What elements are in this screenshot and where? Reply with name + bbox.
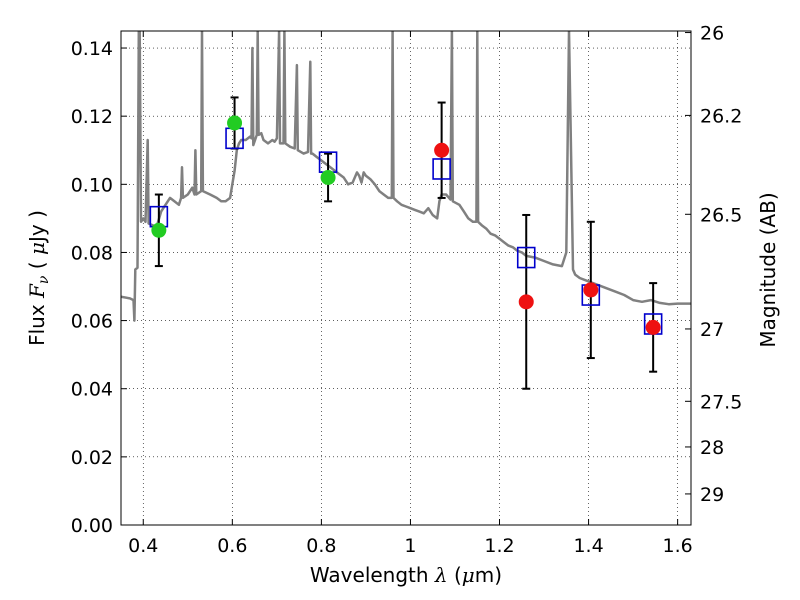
y-tick-label: 0.14 <box>71 38 113 60</box>
y-axis-label-mu: μ <box>25 242 49 255</box>
x-axis-label-unit-open: ( <box>448 563 462 587</box>
y2-tick-label: 27.5 <box>700 391 742 413</box>
y2-tick-label: 26.2 <box>700 105 742 127</box>
y-tick-label: 0.12 <box>71 106 113 128</box>
grid-lines <box>121 31 691 526</box>
observed-optical-point <box>227 115 243 131</box>
observed-points-layer <box>151 115 661 335</box>
y-axis-label-unit-open: ( <box>25 255 49 276</box>
x-tick-label: 1.4 <box>573 535 603 557</box>
axis-ticks: 0.4 0.6 0.8 1 1.2 1.4 1.6 0.00 0.02 0.04 0.06 0.08 0… <box>71 23 743 557</box>
x-tick-label: 1.6 <box>663 535 693 557</box>
observed-nir-point <box>434 142 450 158</box>
y2-tick-label: 28 <box>700 437 724 459</box>
x-tick-label: 0.8 <box>306 535 336 557</box>
y-tick-label: 0.08 <box>71 242 113 264</box>
y2-tick-label: 26 <box>700 23 724 45</box>
x-tick-label: 0.6 <box>217 535 247 557</box>
x-axis-label-mu: μ <box>462 563 475 587</box>
observed-nir-point <box>518 294 534 310</box>
y-tick-label: 0.10 <box>71 174 113 196</box>
y-axis-label-unit-close: Jy ) <box>25 210 49 244</box>
model-spectrum-line <box>121 31 691 322</box>
y-axis-label: Flux Fν ( μJy ) <box>25 210 52 346</box>
x-axis-label-prefix: Wavelength <box>310 563 435 587</box>
model-photometry-box <box>516 246 536 269</box>
y2-axis-label: Magnitude (AB) <box>756 192 780 347</box>
y-axis-label-symbol: F <box>25 283 49 299</box>
y-axis-label-subscript: ν <box>36 275 52 284</box>
x-axis-label-symbol: λ <box>434 563 448 587</box>
y-tick-label: 0.00 <box>71 515 113 537</box>
model-spectrum-layer <box>121 31 691 322</box>
plot-frame <box>120 30 692 526</box>
y2-tick-label: 26.5 <box>700 204 742 226</box>
x-axis-label: Wavelength λ (μm) <box>310 563 502 587</box>
observed-optical-point <box>151 222 167 238</box>
observed-nir-point <box>583 282 599 298</box>
observed-optical-point <box>320 169 336 185</box>
y2-tick-label: 27 <box>700 319 724 341</box>
error-bars-layer <box>154 96 658 390</box>
y-tick-label: 0.06 <box>71 311 113 333</box>
x-axis-label-suffix: m) <box>475 563 502 587</box>
y2-tick-label: 29 <box>700 484 724 506</box>
x-tick-label: 1 <box>404 535 416 557</box>
x-tick-label: 1.2 <box>484 535 514 557</box>
x-tick-label: 0.4 <box>128 535 158 557</box>
y-tick-label: 0.02 <box>71 447 113 469</box>
y-tick-label: 0.04 <box>71 379 113 401</box>
model-photometry-box <box>432 158 451 180</box>
observed-nir-point <box>645 319 661 335</box>
y-axis-label-prefix: Flux <box>25 298 49 346</box>
model-photometry-layer <box>149 127 663 335</box>
